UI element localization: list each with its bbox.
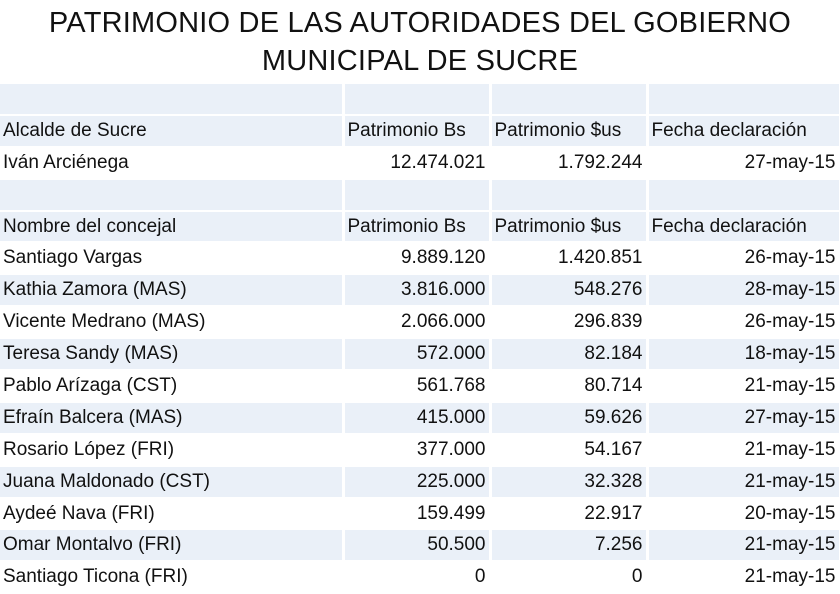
page-title: PATRIMONIO DE LAS AUTORIDADES DEL GOBIER… bbox=[0, 4, 840, 80]
spacer-row bbox=[0, 84, 840, 116]
column-header-usd: Patrimonio $us bbox=[490, 114, 649, 148]
column-header-usd: Patrimonio $us bbox=[490, 210, 649, 244]
cell-name: Santiago Vargas bbox=[0, 242, 345, 276]
cell-patrimonio-bs: 0 bbox=[343, 561, 492, 594]
column-header-date: Fecha declaración bbox=[647, 114, 840, 148]
cell-patrimonio-usd: 296.839 bbox=[490, 306, 649, 340]
cell-patrimonio-usd: 1.420.851 bbox=[490, 242, 649, 276]
table-row: Juana Maldonado (CST) 225.000 32.328 21-may… bbox=[0, 465, 840, 499]
cell-fecha: 27-may-15 bbox=[647, 401, 840, 435]
cell-name: Teresa Sandy (MAS) bbox=[0, 338, 345, 372]
cell-patrimonio-bs: 9.889.120 bbox=[343, 242, 492, 276]
patrimony-table: Alcalde de Sucre Patrimonio Bs Patrimoni… bbox=[0, 84, 840, 594]
table-row: Omar Montalvo (FRI) 50.500 7.256 21-may-15 bbox=[0, 529, 840, 563]
column-header-name: Alcalde de Sucre bbox=[0, 114, 345, 148]
column-header-date: Fecha declaración bbox=[647, 210, 840, 244]
cell-name: Aydeé Nava (FRI) bbox=[0, 497, 345, 531]
column-header-name: Nombre del concejal bbox=[0, 210, 345, 244]
cell-patrimonio-usd: 59.626 bbox=[490, 401, 649, 435]
cell-fecha: 21-may-15 bbox=[647, 465, 840, 499]
cell-patrimonio-usd: 80.714 bbox=[490, 370, 649, 403]
spacer-row bbox=[0, 178, 840, 212]
cell-name: Vicente Medrano (MAS) bbox=[0, 306, 345, 340]
cell-fecha: 21-may-15 bbox=[647, 529, 840, 563]
table-row: Vicente Medrano (MAS) 2.066.000 296.839 26-… bbox=[0, 306, 840, 340]
cell-patrimonio-usd: 32.328 bbox=[490, 465, 649, 499]
cell-patrimonio-bs: 377.000 bbox=[343, 433, 492, 467]
cell-patrimonio-bs: 159.499 bbox=[343, 497, 492, 531]
cell-patrimonio-bs: 561.768 bbox=[343, 370, 492, 403]
cell-name: Iván Arciénega bbox=[0, 146, 345, 180]
table-row: Kathia Zamora (MAS) 3.816.000 548.276 28-ma… bbox=[0, 274, 840, 308]
mayor-row: Iván Arciénega 12.474.021 1.792.244 27-m… bbox=[0, 146, 840, 180]
cell-fecha: 21-may-15 bbox=[647, 370, 840, 403]
title-line-2: MUNICIPAL DE SUCRE bbox=[261, 45, 579, 77]
cell-name: Omar Montalvo (FRI) bbox=[0, 529, 345, 563]
column-header-bs: Patrimonio Bs bbox=[343, 114, 492, 148]
cell-fecha: 18-may-15 bbox=[647, 338, 840, 372]
cell-patrimonio-bs: 50.500 bbox=[343, 529, 492, 563]
patrimony-table-container: Alcalde de Sucre Patrimonio Bs Patrimoni… bbox=[0, 84, 840, 594]
cell-fecha: 21-may-15 bbox=[647, 561, 840, 594]
cell-fecha: 27-may-15 bbox=[647, 146, 840, 180]
table-row: Aydeé Nava (FRI) 159.499 22.917 20-may-15 bbox=[0, 497, 840, 531]
table-row: Santiago Ticona (FRI) 0 0 21-may-15 bbox=[0, 561, 840, 594]
cell-patrimonio-bs: 415.000 bbox=[343, 401, 492, 435]
cell-patrimonio-usd: 82.184 bbox=[490, 338, 649, 372]
cell-fecha: 20-may-15 bbox=[647, 497, 840, 531]
cell-fecha: 26-may-15 bbox=[647, 242, 840, 276]
title-line-1: PATRIMONIO DE LAS AUTORIDADES DEL GOBIER… bbox=[48, 7, 792, 39]
cell-patrimonio-bs: 3.816.000 bbox=[343, 274, 492, 308]
cell-patrimonio-usd: 54.167 bbox=[490, 433, 649, 467]
column-header-bs: Patrimonio Bs bbox=[343, 210, 492, 244]
cell-patrimonio-bs: 2.066.000 bbox=[343, 306, 492, 340]
council-header-row: Nombre del concejal Patrimonio Bs Patrim… bbox=[0, 210, 840, 244]
table-row: Rosario López (FRI) 377.000 54.167 21-may-1… bbox=[0, 433, 840, 467]
cell-patrimonio-bs: 12.474.021 bbox=[343, 146, 492, 180]
cell-name: Rosario López (FRI) bbox=[0, 433, 345, 467]
mayor-header-row: Alcalde de Sucre Patrimonio Bs Patrimoni… bbox=[0, 114, 840, 148]
cell-patrimonio-bs: 572.000 bbox=[343, 338, 492, 372]
cell-patrimonio-usd: 7.256 bbox=[490, 529, 649, 563]
table-row: Santiago Vargas 9.889.120 1.420.851 26-may-… bbox=[0, 242, 840, 276]
cell-name: Kathia Zamora (MAS) bbox=[0, 274, 345, 308]
cell-patrimonio-bs: 225.000 bbox=[343, 465, 492, 499]
cell-name: Santiago Ticona (FRI) bbox=[0, 561, 345, 594]
cell-fecha: 26-may-15 bbox=[647, 306, 840, 340]
cell-fecha: 21-may-15 bbox=[647, 433, 840, 467]
cell-name: Efraín Balcera (MAS) bbox=[0, 401, 345, 435]
cell-patrimonio-usd: 0 bbox=[490, 561, 649, 594]
cell-name: Juana Maldonado (CST) bbox=[0, 465, 345, 499]
cell-name: Pablo Arízaga (CST) bbox=[0, 370, 345, 403]
cell-patrimonio-usd: 548.276 bbox=[490, 274, 649, 308]
cell-fecha: 28-may-15 bbox=[647, 274, 840, 308]
cell-patrimonio-usd: 22.917 bbox=[490, 497, 649, 531]
table-row: Pablo Arízaga (CST) 561.768 80.714 21-may-1… bbox=[0, 370, 840, 403]
table-row: Efraín Balcera (MAS) 415.000 59.626 27-may-… bbox=[0, 401, 840, 435]
table-row: Teresa Sandy (MAS) 572.000 82.184 18-may-15 bbox=[0, 338, 840, 372]
cell-patrimonio-usd: 1.792.244 bbox=[490, 146, 649, 180]
